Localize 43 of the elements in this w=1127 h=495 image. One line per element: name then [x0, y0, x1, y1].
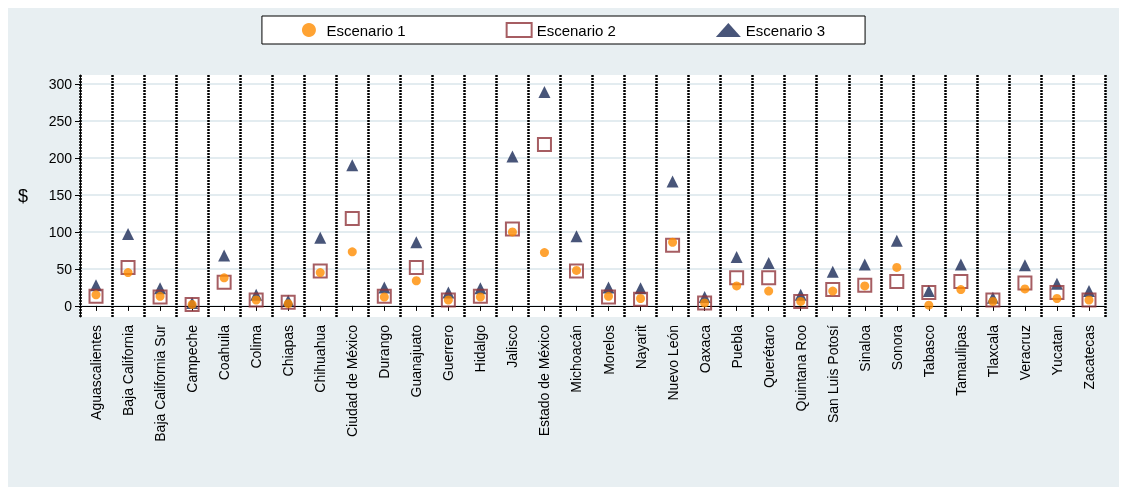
x-tick-label: Nuevo León: [664, 325, 681, 401]
x-tick-label: San Luis Potosí: [824, 324, 841, 424]
x-tick-label: Puebla: [728, 324, 745, 369]
x-tick-label: Estado de México: [536, 324, 553, 437]
y-tick-label: 100: [48, 223, 73, 240]
y-tick-label: 200: [48, 149, 73, 166]
y-tick-label: 50: [56, 260, 73, 277]
x-tick-label: Querétaro: [760, 324, 777, 389]
y-tick-label: 150: [48, 186, 73, 203]
x-tick-label: Guanajuato: [408, 324, 425, 398]
x-tick-label: Aguascalientes: [88, 325, 105, 420]
x-tick-label: Baja California Sur: [152, 324, 169, 442]
x-tick-label: Durango: [376, 324, 393, 379]
x-tick-label: Chiapas: [280, 325, 297, 377]
x-tick-label: Tamaulipas: [952, 325, 969, 396]
x-tick-label: Zacatecas: [1080, 325, 1097, 390]
x-tick-label: Hidalgo: [472, 324, 489, 373]
legend-label: Escenario 2: [536, 21, 616, 39]
y-tick-label: 0: [64, 297, 73, 314]
x-tick-label: Ciudad de México: [344, 324, 361, 438]
x-tick-label: Quintana Roo: [792, 324, 809, 412]
x-tick-label: Tlaxcala: [984, 324, 1001, 378]
x-tick-label: Guerrero: [440, 324, 457, 382]
x-tick-label: Sinaloa: [856, 324, 873, 372]
x-tick-label: Morelos: [600, 325, 617, 375]
x-tick-label: Chihuahua: [312, 324, 329, 393]
x-tick-label: Sonora: [888, 324, 905, 371]
x-tick-label: Colima: [248, 324, 265, 369]
y-axis-title: $: [17, 186, 28, 206]
x-tick-label: Yucatan: [1048, 325, 1065, 376]
x-tick-label: Baja California: [120, 324, 137, 417]
x-tick-label: Veracruz: [1016, 325, 1033, 381]
x-tick-label: Michoacán: [568, 325, 585, 393]
x-tick-label: Jalisco: [504, 324, 521, 368]
x-tick-label: Nayarit: [632, 324, 649, 370]
legend-label: Escenario 3: [745, 21, 826, 39]
x-tick-label: Campeche: [184, 324, 201, 393]
legend-label: Escenario 1: [326, 21, 406, 39]
x-tick-label: Oaxaca: [696, 324, 713, 374]
x-tick-label: Coahuila: [216, 324, 233, 381]
y-tick-label: 250: [48, 112, 73, 129]
y-tick-label: 300: [48, 75, 73, 92]
x-tick-label: Tabasco: [920, 324, 937, 378]
